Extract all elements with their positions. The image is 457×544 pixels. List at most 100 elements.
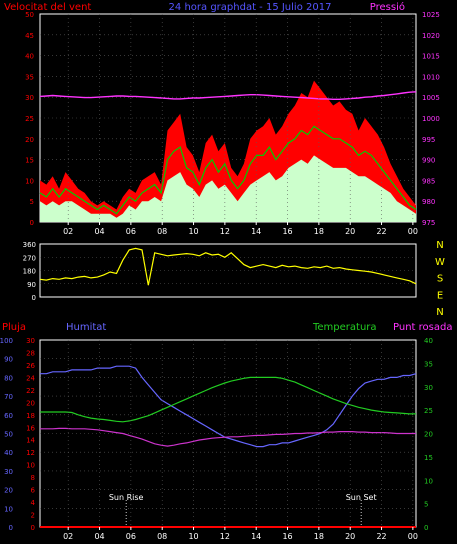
pressure-ytick-label: 975 [422,219,435,227]
wind-direction-line [39,247,417,286]
wind-pressure-panel: 0510152025303540455097598098599099510001… [25,11,440,236]
wind-ytick-label: 30 [25,94,34,102]
humidity-ytick-label: 0 [9,524,13,532]
humidity-xtick-label: 08 [157,532,167,541]
wind-xtick-label: 08 [157,227,167,236]
rain-ytick-label: 16 [26,424,35,432]
humidity-ytick-label: 50 [4,431,13,439]
humidity-label: Humitat [66,322,106,333]
temperature-ytick-label: 15 [424,454,433,462]
rain-label: Pluja [2,322,26,333]
humidity-ytick-label: 90 [4,356,13,364]
direction-ytick-label: 0 [32,294,36,302]
pressure-label: Pressió [370,1,405,13]
temperature-ytick-label: 20 [424,431,433,439]
humidity-ytick-label: 70 [4,393,13,401]
humidity-temperature-panel: 0102030405060708090100024681012141618202… [0,337,433,541]
pressure-ytick-label: 995 [422,136,435,144]
chart-title: 24 hora graphdat - 15 Julio 2017 [169,2,332,13]
rain-ytick-label: 20 [26,399,35,407]
dewpoint-label: Punt rosada [393,322,452,333]
rain-ytick-label: 18 [26,412,35,420]
temperature-ytick-label: 10 [424,477,433,485]
temperature-label: Temperatura [312,322,377,333]
humidity-ytick-label: 80 [4,374,13,382]
humidity-xtick-label: 02 [63,532,73,541]
compass-label: S [437,274,443,285]
wind-ytick-label: 20 [25,136,34,144]
pressure-ytick-label: 1005 [422,94,440,102]
wind-xtick-label: 16 [282,227,292,236]
rain-ytick-label: 2 [31,512,35,520]
wind-ytick-label: 50 [25,11,34,19]
pressure-ytick-label: 1010 [422,73,440,81]
direction-ytick-label: 90 [27,281,36,289]
temperature-ytick-label: 25 [424,407,433,415]
wind-xtick-label: 02 [63,227,73,236]
temperature-ytick-label: 40 [424,337,433,345]
wind-xtick-label: 20 [345,227,355,236]
temperature-line [40,376,416,423]
temperature-ytick-label: 35 [424,360,433,368]
rain-ytick-label: 22 [26,387,35,395]
humidity-line [40,365,417,448]
humidity-xtick-label: 14 [251,532,261,541]
rain-ytick-label: 6 [31,487,36,495]
pressure-ytick-label: 990 [422,157,435,165]
wind-ytick-label: 45 [25,32,34,40]
wind-ytick-label: 40 [25,53,34,61]
rain-ytick-label: 24 [26,374,35,382]
humidity-xtick-label: 10 [188,532,198,541]
humidity-ytick-label: 30 [4,468,13,476]
sunset-label: Sun Set [346,493,377,502]
wind-xtick-label: 06 [126,227,136,236]
pressure-ytick-label: 985 [422,177,435,185]
rain-ytick-label: 8 [31,474,35,482]
rain-ytick-label: 0 [31,524,35,532]
rain-ytick-label: 28 [26,349,35,357]
humidity-ytick-label: 40 [4,449,13,457]
wind-xtick-label: 10 [188,227,198,236]
wind-ytick-label: 5 [30,198,34,206]
pressure-ytick-label: 1015 [422,53,440,61]
humidity-xtick-label: 06 [126,532,136,541]
humidity-ytick-label: 60 [4,412,13,420]
wind-ytick-label: 15 [25,157,34,165]
humidity-xtick-label: 12 [220,532,230,541]
rain-ytick-label: 4 [31,499,36,507]
compass-label: W [435,257,445,268]
humidity-xtick-label: 18 [314,532,324,541]
temperature-ytick-label: 0 [424,524,428,532]
rain-ytick-label: 14 [26,437,35,445]
dewpoint-line [40,427,416,447]
wind-ytick-label: 35 [25,73,34,81]
humidity-xtick-label: 04 [94,532,104,541]
wind-xtick-label: 18 [314,227,324,236]
rain-ytick-label: 30 [26,337,35,345]
rain-ytick-label: 10 [26,462,35,470]
wind-ytick-label: 0 [30,219,34,227]
pressure-ytick-label: 1020 [422,32,440,40]
humidity-xtick-label: 00 [408,532,418,541]
pressure-ytick-label: 1000 [422,115,440,123]
direction-ytick-label: 270 [23,254,36,262]
sunrise-label: Sun Rise [109,493,144,502]
pressure-line [39,91,417,101]
wind-xtick-label: 12 [220,227,230,236]
humidity-ytick-label: 100 [0,337,13,345]
wind-avg-line [39,125,417,215]
wind-xtick-label: 14 [251,227,261,236]
wind-ytick-label: 10 [25,177,34,185]
wind-speed-label: Velocitat del vent [4,2,91,13]
pressure-ytick-label: 1025 [422,11,440,19]
humidity-ytick-label: 20 [4,487,13,495]
temperature-ytick-label: 5 [424,501,428,509]
rain-ytick-label: 12 [26,449,35,457]
humidity-xtick-label: 22 [376,532,386,541]
compass-label: N [436,240,443,251]
wind-min-area [40,155,416,222]
humidity-xtick-label: 20 [345,532,355,541]
wind-ytick-label: 25 [25,115,34,123]
